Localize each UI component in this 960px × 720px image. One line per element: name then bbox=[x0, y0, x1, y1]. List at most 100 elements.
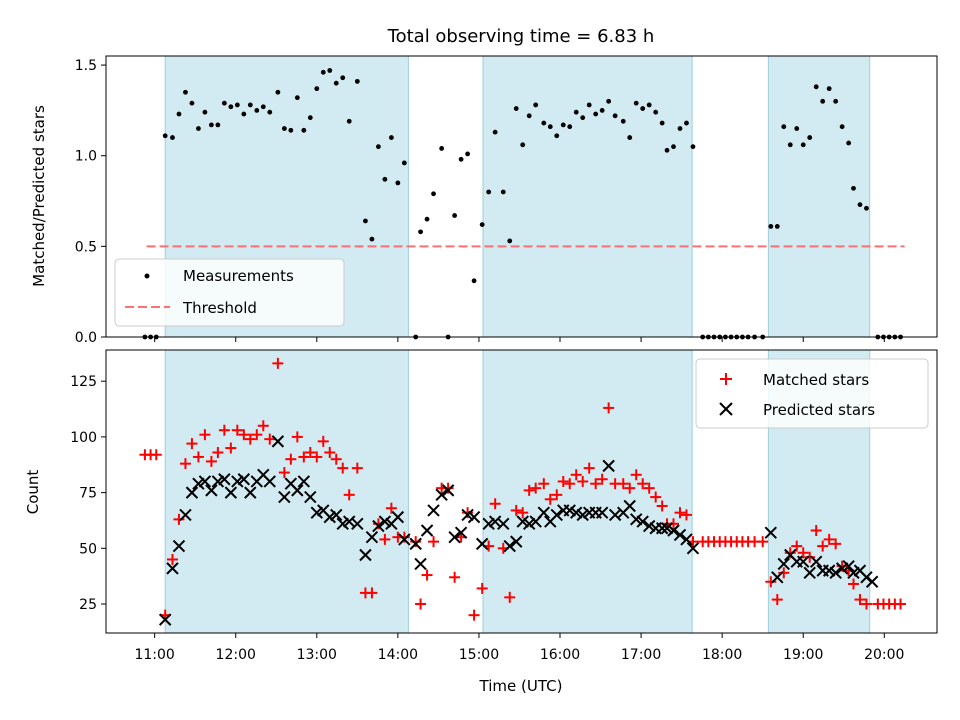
predicted-star-point bbox=[343, 515, 356, 528]
matched-star-point bbox=[583, 462, 595, 474]
measurement-point bbox=[479, 222, 485, 228]
measurement-point bbox=[307, 115, 313, 121]
top-panel: 0.0 0.5 1.0 1.5 Total observing time = 6.83… bbox=[30, 26, 938, 346]
y-tick-label: 125 bbox=[70, 374, 97, 390]
x-tick-label: 12:00 bbox=[216, 647, 256, 663]
y-tick-label: 1.0 bbox=[75, 149, 97, 165]
measurement-point bbox=[382, 176, 388, 182]
matched-star-point bbox=[421, 569, 433, 581]
matched-star-point bbox=[757, 536, 769, 548]
predicted-star-point bbox=[595, 506, 609, 519]
matched-star-point bbox=[385, 502, 397, 514]
measurement-point bbox=[633, 100, 639, 106]
matched-star-point bbox=[291, 431, 303, 443]
predicted-star-point bbox=[198, 475, 212, 488]
measurement-point bbox=[281, 126, 287, 131]
measurement-point bbox=[492, 129, 498, 135]
matched-star-point bbox=[564, 478, 576, 490]
top-axes-frame bbox=[105, 55, 938, 338]
measurement-point bbox=[346, 118, 352, 124]
matched-star-point bbox=[317, 435, 329, 447]
measurement-point bbox=[431, 191, 436, 197]
predicted-star-point bbox=[488, 515, 502, 528]
measurement-point bbox=[839, 124, 845, 130]
measurement-point bbox=[320, 69, 326, 75]
matched-star-point bbox=[551, 489, 563, 501]
measurement-point bbox=[513, 106, 519, 111]
predicted-star-point bbox=[550, 508, 563, 522]
predicted-star-point bbox=[271, 435, 285, 448]
predicted-star-point bbox=[636, 515, 649, 528]
measurement-point bbox=[333, 80, 339, 86]
measurement-point bbox=[221, 100, 227, 106]
measurement-point bbox=[388, 135, 394, 140]
measurement-point bbox=[215, 122, 221, 128]
matched-star-point bbox=[544, 493, 556, 505]
measurement-point bbox=[787, 142, 793, 148]
measurement-point bbox=[606, 98, 612, 104]
matched-star-point bbox=[205, 455, 217, 467]
predicted-star-point bbox=[172, 539, 186, 553]
predicted-star-point bbox=[158, 613, 172, 626]
matched-star-point bbox=[643, 482, 655, 494]
measurement-point bbox=[424, 216, 430, 222]
matched-star-point bbox=[617, 478, 629, 490]
measurement-point bbox=[267, 109, 273, 115]
matched-star-point bbox=[166, 553, 178, 565]
predicted-star-point bbox=[667, 524, 680, 537]
predicted-star-point bbox=[865, 575, 879, 588]
matched-star-point bbox=[366, 587, 378, 599]
predicted-star-point bbox=[809, 555, 823, 568]
matched-star-point bbox=[231, 424, 243, 436]
measurement-point bbox=[439, 146, 445, 151]
bottom-axis-ticks: 25 50 75 100 125 11:00 12:00 13:00 14:00 15:00 16:… bbox=[70, 374, 904, 663]
shaded-interval-1 bbox=[164, 349, 409, 634]
matched-star-point bbox=[680, 509, 692, 521]
measurement-point bbox=[586, 102, 592, 108]
bottom-legend-box bbox=[695, 358, 929, 429]
measurement-point bbox=[301, 127, 307, 133]
shaded-interval-2 bbox=[482, 55, 693, 338]
predicted-star-point bbox=[409, 537, 422, 551]
measurement-point bbox=[288, 127, 294, 133]
bottom-count-points bbox=[139, 357, 907, 626]
predicted-star-point bbox=[304, 490, 317, 504]
y-tick-label: 1.5 bbox=[75, 58, 97, 74]
matched-star-point bbox=[778, 567, 790, 579]
measurement-point bbox=[813, 84, 819, 90]
matched-star-point bbox=[186, 438, 198, 450]
matched-star-point bbox=[304, 447, 316, 459]
predicted-star-point bbox=[244, 486, 257, 499]
matched-star-point bbox=[791, 540, 803, 552]
matched-star-point bbox=[538, 478, 550, 490]
predicted-star-point bbox=[414, 557, 427, 571]
measurement-point bbox=[533, 102, 539, 108]
predicted-star-point bbox=[185, 486, 199, 499]
legend-measurements-label: Measurements bbox=[183, 267, 294, 285]
measurement-point bbox=[690, 144, 696, 150]
legend-predicted-label: Predicted stars bbox=[763, 401, 875, 419]
x-tick-label: 17:00 bbox=[621, 647, 661, 663]
measurement-point bbox=[327, 68, 333, 73]
matched-star-point bbox=[468, 609, 480, 621]
measurement-point bbox=[202, 109, 208, 115]
matched-star-point bbox=[150, 449, 162, 461]
measurement-point bbox=[554, 133, 560, 139]
x-tick-label: 13:00 bbox=[297, 647, 337, 663]
measurement-point bbox=[820, 98, 826, 104]
measurement-point bbox=[418, 229, 423, 235]
measurement-point bbox=[640, 106, 646, 111]
predicted-star-point bbox=[398, 533, 411, 546]
matched-star-point bbox=[836, 560, 848, 572]
matched-star-point bbox=[596, 473, 608, 485]
predicted-star-point bbox=[420, 524, 434, 537]
y-tick-label: 0.0 bbox=[75, 330, 97, 346]
matched-star-point bbox=[656, 500, 668, 512]
matched-star-point bbox=[257, 420, 269, 432]
predicted-star-point bbox=[467, 510, 481, 524]
matched-star-point bbox=[523, 484, 535, 496]
predicted-star-point bbox=[435, 488, 448, 502]
predicted-star-point bbox=[166, 562, 179, 575]
matched-star-point bbox=[830, 538, 842, 550]
matched-star-point bbox=[410, 536, 422, 548]
